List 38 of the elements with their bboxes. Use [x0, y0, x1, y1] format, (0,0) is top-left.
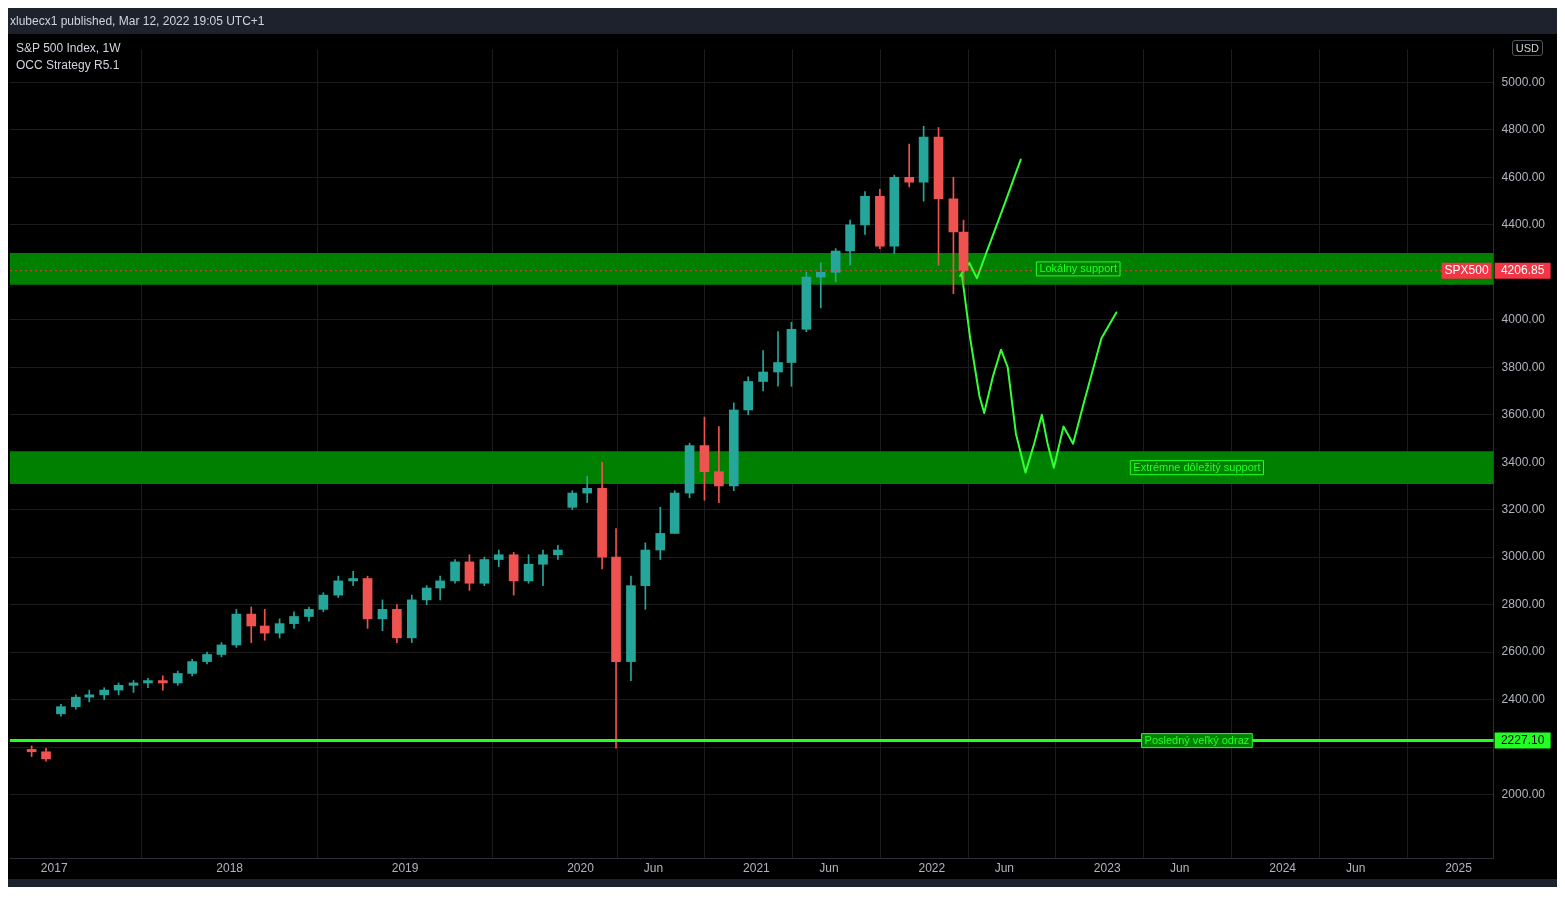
y-tick-label: 3400.00: [1501, 454, 1546, 469]
text: 2227.10: [1500, 732, 1545, 747]
band-label: Extrémne dôležitý support: [1133, 460, 1261, 473]
x-tick-label: Jun: [994, 861, 1015, 876]
x-tick-label: 2017: [40, 861, 68, 876]
y-tick-label: 4800.00: [1501, 122, 1546, 137]
ref-line-label: 4206.85: [1500, 263, 1545, 278]
text: USD: [1511, 40, 1543, 56]
text: OCC Strategy R5.1: [16, 57, 121, 74]
x-tick-label: 2022: [918, 861, 946, 876]
annotation: SPX500: [1444, 263, 1489, 278]
y-tick-label: 3600.00: [1501, 407, 1546, 422]
x-tick-label: 2020: [567, 861, 595, 876]
y-tick-label: 3800.00: [1501, 359, 1546, 374]
y-tick-label: 2800.00: [1501, 596, 1546, 611]
y-tick-label: 2400.00: [1501, 691, 1546, 706]
x-tick-label: 2019: [391, 861, 419, 876]
y-tick-label: 4400.00: [1501, 217, 1546, 232]
chart-title: S&P 500 Index, 1W: [16, 40, 121, 57]
y-tick-label: 3200.00: [1501, 501, 1546, 516]
x-tick-label: 2021: [743, 861, 771, 876]
y-tick-label: 4600.00: [1501, 169, 1546, 184]
y-tick-label: 5000.00: [1501, 74, 1546, 89]
x-tick-label: Jun: [819, 861, 839, 876]
x-tick-label: 2025: [1445, 861, 1473, 876]
y-tick-label: 4000.00: [1501, 312, 1546, 327]
band-label: Lokálny support: [1039, 261, 1118, 274]
x-tick-label: Jun: [643, 861, 664, 876]
y-tick-label: 3000.00: [1501, 549, 1546, 564]
x-tick-label: Jun: [1170, 861, 1190, 876]
x-tick-label: 2024: [1269, 861, 1297, 876]
y-tick-label: 2600.00: [1501, 644, 1546, 659]
y-tick-label: 2000.00: [1501, 786, 1546, 801]
x-tick-label: 2018: [216, 861, 244, 876]
ref-line-label: Posledný veľký odraz: [1144, 733, 1250, 746]
x-tick-label: 2023: [1093, 861, 1121, 876]
text: xlubecx1 published, Mar 12, 2022 19:05 UTC+1: [9, 13, 266, 30]
x-tick-label: Jun: [1346, 861, 1366, 876]
